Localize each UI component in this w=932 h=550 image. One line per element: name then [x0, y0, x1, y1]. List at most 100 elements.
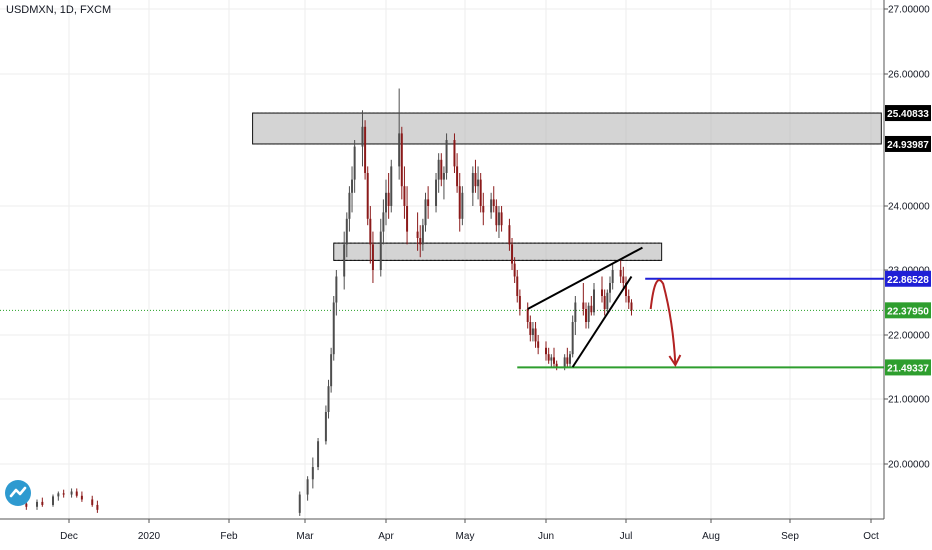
candle-body: [353, 146, 356, 180]
candle-body: [456, 166, 459, 187]
candle-body: [398, 133, 401, 167]
candle-body: [403, 186, 406, 206]
candle-body: [75, 491, 78, 496]
candle-body: [385, 192, 387, 213]
candle-body: [582, 302, 585, 309]
candle-body: [364, 126, 367, 173]
candle-body: [400, 133, 403, 187]
candle-body: [482, 206, 485, 213]
candle-body: [317, 441, 320, 468]
candle-body: [603, 296, 606, 309]
candle-body: [453, 140, 456, 167]
tradingview-logo-icon[interactable]: [5, 480, 31, 506]
time-tick-label: Jul: [620, 531, 633, 542]
candle-body: [351, 179, 354, 193]
candle-body: [566, 357, 569, 364]
candle-body: [371, 244, 374, 270]
candle-body: [587, 305, 590, 322]
candle-body: [474, 173, 477, 187]
price-label-box[interactable]: [885, 270, 931, 287]
candle-body: [553, 357, 555, 364]
price-label-box[interactable]: [885, 135, 931, 152]
time-tick-label: Apr: [378, 531, 394, 542]
candle-body: [555, 363, 558, 367]
candle-body: [477, 179, 480, 187]
time-tick-label: Feb: [220, 531, 238, 542]
candle-body: [511, 244, 514, 264]
candle-body: [495, 206, 498, 226]
candle-body: [611, 270, 614, 283]
candle-body: [630, 302, 633, 311]
candle-body: [590, 305, 593, 313]
candle-body: [387, 192, 390, 206]
resistance-zone[interactable]: [252, 112, 882, 145]
candle-body: [345, 218, 348, 245]
price-label-box[interactable]: [885, 105, 931, 122]
price-label-box[interactable]: [885, 302, 931, 319]
candle-body: [479, 179, 482, 206]
price-label-box[interactable]: [885, 359, 931, 376]
candle-body: [437, 159, 440, 180]
price-tick-label: 21.00000: [888, 395, 930, 406]
price-tick-label: 24.00000: [888, 202, 930, 213]
time-tick-label: Jun: [538, 531, 554, 542]
candle-body: [513, 263, 516, 277]
time-tick-label: Sep: [781, 531, 799, 542]
price-tick-label: 22.00000: [888, 331, 930, 342]
candle-body: [601, 289, 603, 296]
candle-body: [492, 199, 495, 206]
wedge-lower-line[interactable]: [571, 275, 633, 368]
candle-body: [569, 354, 571, 364]
candle-body: [508, 225, 511, 245]
candle-body: [382, 212, 385, 232]
candle-body: [70, 491, 73, 495]
candle-body: [529, 322, 532, 335]
time-tick-label: 2020: [138, 531, 161, 542]
price-label: 25.40833: [887, 109, 929, 120]
candle-body: [445, 140, 448, 173]
price-tick-label: 20.00000: [888, 460, 930, 471]
candle-body: [390, 166, 393, 206]
candle-body: [36, 501, 38, 507]
projection-arrowhead: [668, 354, 682, 367]
candle-body: [419, 238, 422, 245]
projection-arrow[interactable]: [649, 279, 677, 366]
candle-body: [534, 328, 537, 342]
candle-body: [545, 347, 547, 355]
candle-body: [518, 296, 521, 309]
candle-body: [622, 276, 625, 283]
wedge-upper-line[interactable]: [527, 246, 643, 310]
candle-body: [458, 186, 461, 219]
candle-body: [550, 357, 553, 361]
candle-body: [406, 206, 409, 232]
candle-body: [526, 309, 529, 322]
candle-body: [324, 412, 327, 442]
candle-body: [500, 212, 503, 226]
time-tick-label: Dec: [60, 531, 78, 542]
candle-body: [424, 199, 427, 226]
candle-body: [547, 354, 550, 361]
price-label: 22.37950: [887, 306, 929, 317]
candle-body: [41, 501, 44, 505]
candle-body: [416, 231, 419, 238]
candle-body: [343, 244, 346, 277]
candle-body: [57, 493, 60, 497]
candle-body: [442, 173, 445, 180]
candle-body: [531, 328, 534, 335]
price-tick-label: 27.00000: [888, 5, 930, 16]
candle-body: [62, 493, 65, 495]
candle-body: [379, 231, 382, 270]
candle-body: [435, 179, 438, 206]
candle-body: [311, 467, 314, 480]
candle-body: [298, 494, 301, 513]
candle-body: [593, 289, 595, 313]
price-label: 21.49337: [887, 363, 929, 374]
support-zone[interactable]: [333, 242, 663, 261]
candle-body: [330, 354, 333, 387]
candle-body: [619, 270, 622, 277]
time-tick-label: Aug: [702, 531, 720, 542]
candle-body: [537, 341, 540, 348]
candle-body: [52, 496, 54, 505]
